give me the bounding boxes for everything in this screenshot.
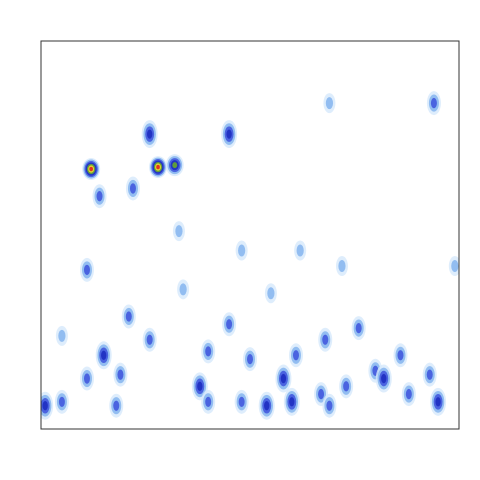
density-blob	[147, 129, 153, 139]
density-blob	[113, 400, 120, 411]
density-blob	[343, 381, 350, 392]
density-blob	[197, 381, 203, 391]
density-blob	[101, 350, 107, 360]
density-blob	[280, 373, 287, 384]
density-blob	[156, 164, 160, 170]
density-blob	[58, 396, 65, 407]
density-blob	[318, 388, 325, 400]
density-blob	[146, 334, 153, 345]
density-blob	[125, 311, 132, 322]
density-blob	[58, 329, 66, 342]
plot-frame	[40, 40, 460, 430]
density-blob	[338, 260, 346, 273]
density-blob	[83, 373, 90, 384]
density-blob	[172, 162, 178, 169]
plot-area	[41, 91, 459, 420]
density-blob	[42, 401, 48, 411]
density-blob	[179, 283, 187, 296]
density-blob	[292, 350, 299, 361]
density-blob	[96, 191, 103, 202]
density-blob	[426, 369, 433, 380]
density-blob	[264, 401, 270, 411]
density-blob	[355, 322, 362, 334]
density-blob	[267, 287, 275, 300]
density-blob	[238, 244, 246, 257]
density-blob	[226, 319, 233, 330]
density-blob	[326, 400, 333, 411]
density-blob	[322, 334, 329, 345]
density-blob	[89, 166, 93, 172]
density-blob	[205, 346, 212, 357]
density-blob	[129, 183, 136, 194]
density-blob	[205, 396, 212, 407]
density-blob	[117, 369, 124, 380]
density-blob	[435, 397, 441, 407]
density-blob	[296, 244, 304, 257]
density-blob	[397, 350, 404, 361]
density-blob	[381, 373, 387, 384]
density-blob	[430, 97, 437, 109]
density-blob	[289, 397, 295, 407]
density-blob	[451, 260, 459, 273]
density-blob	[83, 264, 90, 276]
density-blob	[405, 388, 412, 400]
density-blob	[247, 354, 253, 365]
density-blob	[238, 396, 245, 407]
density-blob	[226, 129, 232, 139]
density-blob	[175, 225, 183, 238]
density-blob	[325, 97, 334, 110]
